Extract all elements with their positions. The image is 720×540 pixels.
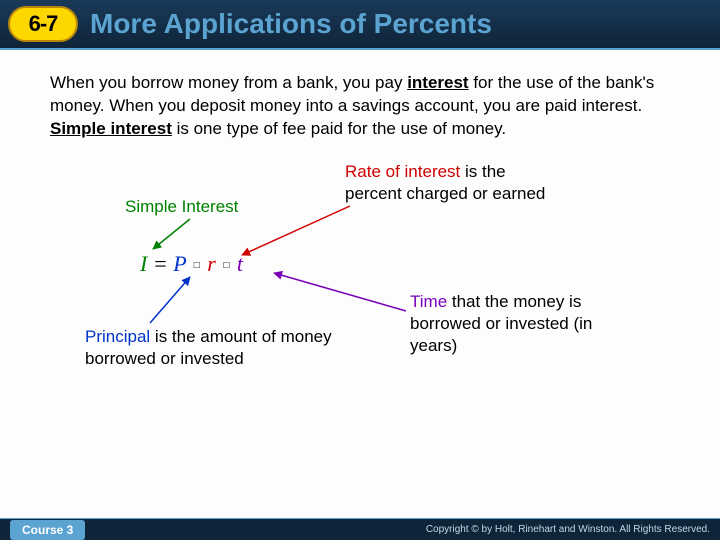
footer-bar: Course 3 Copyright © by Holt, Rinehart a… (0, 518, 720, 540)
page-title: More Applications of Percents (90, 8, 492, 40)
formula-op-2: □ (221, 260, 231, 271)
intro-text-1: When you borrow money from a bank, you p… (50, 73, 407, 92)
label-time-keyword: Time (410, 292, 447, 311)
formula-r: r (207, 251, 216, 276)
formula-op-1: □ (192, 260, 202, 271)
formula: I = P □ r □ t (140, 251, 243, 277)
intro-keyword-simple-interest: Simple interest (50, 119, 172, 138)
formula-P: P (173, 251, 186, 276)
label-principal-keyword: Principal (85, 327, 150, 346)
formula-diagram: Simple Interest Rate of interest is the … (50, 161, 680, 421)
content-area: When you borrow money from a bank, you p… (0, 50, 720, 421)
footer-copyright: Copyright © by Holt, Rinehart and Winsto… (426, 524, 710, 535)
footer-course: Course 3 (10, 520, 85, 540)
label-principal: Principal is the amount of money borrowe… (85, 326, 350, 370)
label-simple-interest: Simple Interest (125, 196, 238, 218)
formula-t: t (237, 251, 243, 276)
label-time: Time that the money is borrowed or inves… (410, 291, 620, 357)
lesson-badge: 6-7 (8, 6, 78, 42)
label-rate: Rate of interest is the percent charged … (345, 161, 565, 205)
intro-text-3: is one type of fee paid for the use of m… (172, 119, 506, 138)
intro-keyword-interest: interest (407, 73, 468, 92)
formula-equals: = (147, 251, 173, 276)
label-rate-keyword: Rate of interest (345, 162, 460, 181)
intro-paragraph: When you borrow money from a bank, you p… (50, 72, 680, 141)
header-bar: 6-7 More Applications of Percents (0, 0, 720, 50)
